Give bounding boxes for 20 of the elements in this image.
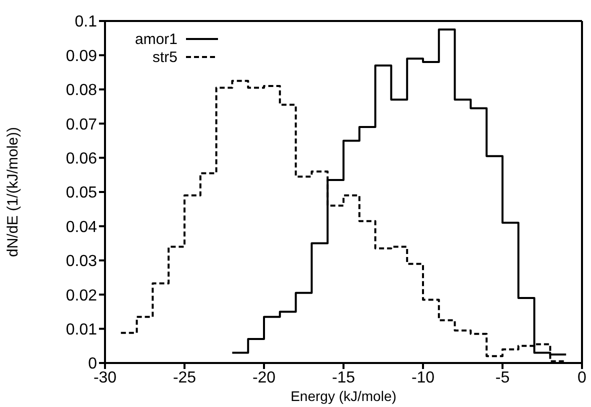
x-tick-label: -5 bbox=[495, 369, 510, 386]
x-tick-label: -15 bbox=[332, 369, 356, 386]
y-tick-label: 0.04 bbox=[66, 218, 98, 236]
y-tick-label: 0.08 bbox=[66, 82, 98, 100]
y-tick-label: 0.07 bbox=[66, 116, 98, 134]
legend-label: amor1 bbox=[135, 30, 178, 48]
x-axis-title: Energy (kJ/mole) bbox=[290, 388, 396, 404]
x-tick-label: -10 bbox=[411, 369, 435, 386]
y-tick-label: 0.03 bbox=[66, 253, 98, 270]
y-tick-label: 0.09 bbox=[66, 48, 98, 65]
x-tick-label: -25 bbox=[172, 369, 196, 386]
y-tick-label: 0.1 bbox=[74, 14, 98, 31]
y-tick-label: 0.02 bbox=[66, 287, 98, 304]
x-tick-label: 0 bbox=[578, 369, 587, 386]
y-tick-label: 0.01 bbox=[66, 321, 98, 338]
legend-label: str5 bbox=[152, 48, 178, 66]
y-tick-label: 0.05 bbox=[66, 184, 98, 202]
x-tick-label: -20 bbox=[252, 369, 276, 386]
y-axis-title: dN/dE (1/(kJ/mole)) bbox=[4, 126, 22, 258]
y-tick-label: 0.06 bbox=[66, 150, 98, 168]
